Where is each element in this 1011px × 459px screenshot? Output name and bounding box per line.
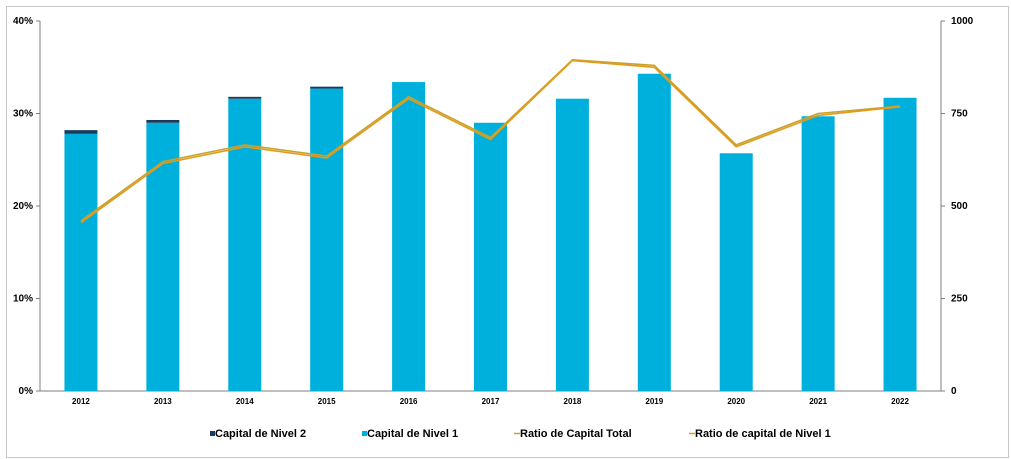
x-tick-label: 2019 [645,397,663,406]
left-tick-label: 20% [13,201,33,212]
bar-nivel-1 [801,116,835,392]
x-tick-label: 2021 [809,397,827,406]
left-tick-label: 40% [13,16,33,27]
bar-nivel-2 [310,86,344,89]
right-tick-label: 750 [951,109,968,120]
left-tick-label: 10% [13,294,33,305]
line-ratio-capital-nivel-1 [80,59,901,224]
bar-nivel-1 [64,133,98,391]
bar-nivel-1 [228,98,262,391]
x-tick-label: 2013 [154,397,172,406]
bar-nivel-2 [146,119,180,123]
bar-nivel-1 [392,82,426,392]
x-tick-label: 2015 [318,397,336,406]
bar-nivel-1 [883,97,917,392]
ticks-layer: 0% 10% 20% 30% 40% 0 250 500 750 1000 2012 2013 2014… [13,16,974,406]
bar-nivel-1 [146,122,180,391]
x-tick-label: 2012 [72,397,90,406]
bar-nivel-1 [474,122,507,391]
x-tick-label: 2022 [891,397,909,406]
bars-layer [64,73,917,392]
x-tick-label: 2016 [400,397,418,406]
legend-swatch [362,431,367,436]
bar-nivel-2 [64,130,98,134]
bar-nivel-1 [310,88,344,392]
legend-label: Ratio de Capital Total [520,428,632,440]
right-tick-label: 1000 [951,16,974,27]
legend-label: Capital de Nivel 2 [215,428,306,440]
right-tick-label: 500 [951,201,968,212]
x-tick-label: 2014 [236,397,254,406]
legend-label: Capital de Nivel 1 [367,428,458,440]
right-tick-label: 0 [951,386,957,397]
chart-frame [6,6,1009,458]
left-tick-label: 0% [19,386,34,397]
legend-label: Ratio de capital de Nivel 1 [695,428,831,440]
bar-nivel-2 [228,96,262,99]
left-tick-label: 30% [13,109,33,120]
right-tick-label: 250 [951,294,968,305]
line-ratio-capital-total [80,58,901,222]
x-tick-label: 2017 [482,397,500,406]
x-tick-label: 2018 [564,397,582,406]
lines-layer [80,58,901,224]
legend-swatch [210,431,215,436]
bar-nivel-1 [555,98,589,391]
legend: Capital de Nivel 2 Capital de Nivel 1 Rati… [210,428,831,440]
bar-nivel-1 [637,73,671,391]
bar-nivel-1 [719,153,753,391]
x-tick-label: 2020 [727,397,745,406]
